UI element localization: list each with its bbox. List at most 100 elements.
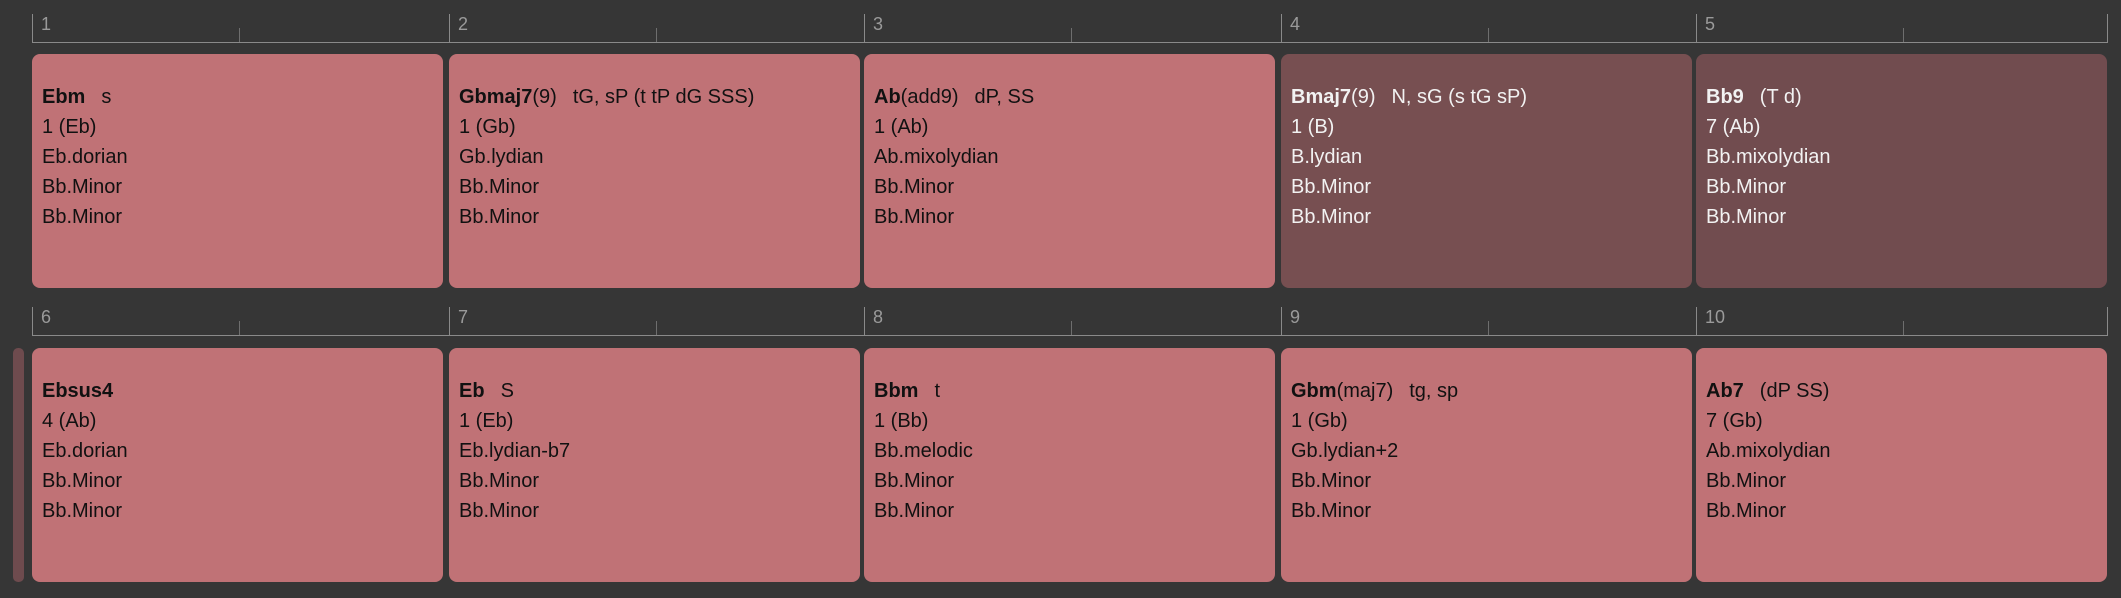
chord-extension: (add9) — [900, 86, 959, 108]
chord-card[interactable]: Bb9 (T d) 7 (Ab) Bb.mixolydian Bb.Minor B… — [1696, 54, 2107, 288]
bar-marker: 6 — [32, 307, 51, 335]
chord-card[interactable]: Gbm(maj7) tg, sp 1 (Gb) Gb.lydian+2 Bb.Mi… — [1281, 348, 1692, 582]
chord-function: s — [101, 86, 112, 108]
chord-key: Bb.Minor — [1706, 206, 1787, 228]
chord-degree: 1 (B) — [1291, 116, 1335, 138]
chord-degree: 7 (Ab) — [1706, 116, 1761, 138]
chord-scale: B.lydian — [1291, 146, 1363, 168]
beat-tick — [239, 28, 240, 42]
chord-scale: Bb.melodic — [874, 440, 973, 462]
chord-name: Eb — [459, 380, 485, 402]
beat-tick — [239, 321, 240, 335]
chord-key: Bb.Minor — [42, 176, 123, 198]
bar-marker: 10 — [1696, 307, 1725, 335]
bar-marker: 4 — [1281, 14, 1300, 42]
bar-ruler[interactable]: 1 2 3 4 5 — [32, 14, 2108, 43]
chord-title: Bbm t — [874, 376, 1275, 406]
chord-name: Gbm — [1291, 380, 1337, 402]
chord-degree: 1 (Eb) — [42, 116, 97, 138]
beat-tick — [1071, 321, 1072, 335]
chord-scale: Eb.lydian-b7 — [459, 440, 571, 462]
chord-title: Ab(add9) dP, SS — [874, 82, 1275, 112]
chord-key: Bb.Minor — [874, 206, 955, 228]
chord-degree: 1 (Eb) — [459, 410, 514, 432]
bar-marker: 7 — [449, 307, 468, 335]
chord-function: S — [500, 380, 514, 402]
chord-card[interactable]: Ab7 (dP SS) 7 (Gb) Ab.mixolydian Bb.Minor… — [1696, 348, 2107, 582]
chord-card[interactable]: Eb S 1 (Eb) Eb.lydian-b7 Bb.Minor Bb.Mino… — [449, 348, 860, 582]
chord-key: Bb.Minor — [1706, 500, 1787, 522]
chord-name: Bb9 — [1706, 86, 1744, 108]
chord-key: Bb.Minor — [42, 500, 123, 522]
chord-degree: 7 (Gb) — [1706, 410, 1763, 432]
chord-key: Bb.Minor — [1291, 176, 1372, 198]
chord-degree: 1 (Ab) — [874, 116, 929, 138]
chord-title: Eb S — [459, 376, 860, 406]
chord-scale: Gb.lydian — [459, 146, 544, 168]
chord-name: Ab — [874, 86, 901, 108]
chord-card[interactable]: Bmaj7(9) N, sG (s tG sP) 1 (B) B.lydian B… — [1281, 54, 1692, 288]
bar-marker: 8 — [864, 307, 883, 335]
bar-number: 4 — [1290, 14, 1301, 34]
chord-key: Bb.Minor — [1291, 206, 1372, 228]
chord-name: Bmaj7 — [1291, 86, 1352, 108]
chord-function: dP, SS — [974, 86, 1035, 108]
chord-key: Bb.Minor — [1706, 176, 1787, 198]
chord-scale: Ab.mixolydian — [1706, 440, 1831, 462]
bar-number: 7 — [458, 307, 469, 327]
chord-function: (dP SS) — [1759, 380, 1830, 402]
chord-key: Bb.Minor — [42, 470, 123, 492]
beat-tick — [656, 28, 657, 42]
chord-key: Bb.Minor — [874, 176, 955, 198]
beat-tick — [656, 321, 657, 335]
bar-number: 8 — [873, 307, 884, 327]
chord-card[interactable]: Bbm t 1 (Bb) Bb.melodic Bb.Minor Bb.Minor — [864, 348, 1275, 582]
chord-function: tG, sP (t tP dG SSS) — [572, 86, 755, 108]
chord-key: Bb.Minor — [1291, 500, 1372, 522]
chord-scale: Eb.dorian — [42, 440, 128, 462]
chord-extension: (maj7) — [1336, 380, 1394, 402]
chord-key: Bb.Minor — [1291, 470, 1372, 492]
chord-key: Bb.Minor — [459, 176, 540, 198]
bar-number: 1 — [41, 14, 52, 34]
chord-title: Ab7 (dP SS) — [1706, 376, 2107, 406]
chord-title: Bmaj7(9) N, sG (s tG sP) — [1291, 82, 1692, 112]
bar-marker: 9 — [1281, 307, 1300, 335]
bar-marker: 1 — [32, 14, 51, 42]
chord-title: Gbm(maj7) tg, sp — [1291, 376, 1692, 406]
chord-scale: Ab.mixolydian — [874, 146, 999, 168]
chord-function: (T d) — [1759, 86, 1802, 108]
chord-extension: (9) — [1351, 86, 1376, 108]
chord-name: Ebm — [42, 86, 86, 108]
chord-degree: 4 (Ab) — [42, 410, 97, 432]
chord-title: Bb9 (T d) — [1706, 82, 2107, 112]
bar-number: 10 — [1705, 307, 1726, 327]
chord-card[interactable]: Ab(add9) dP, SS 1 (Ab) Ab.mixolydian Bb.M… — [864, 54, 1275, 288]
beat-tick — [1903, 321, 1904, 335]
chord-degree: 1 (Gb) — [459, 116, 516, 138]
beat-tick — [1071, 28, 1072, 42]
bar-number: 3 — [873, 14, 884, 34]
chord-card[interactable]: Gbmaj7(9) tG, sP (t tP dG SSS) 1 (Gb) Gb.… — [449, 54, 860, 288]
chord-name: Bbm — [874, 380, 919, 402]
bar-ruler[interactable]: 6 7 8 9 10 — [32, 307, 2108, 336]
chord-key: Bb.Minor — [874, 500, 955, 522]
chord-title: Ebsus4 — [42, 376, 443, 406]
chord-key: Bb.Minor — [459, 206, 540, 228]
chord-function: t — [934, 380, 941, 402]
chord-key: Bb.Minor — [874, 470, 955, 492]
ruler-end-tick — [2107, 14, 2108, 42]
bar-marker: 2 — [449, 14, 468, 42]
chord-key: Bb.Minor — [1706, 470, 1787, 492]
chord-name: Gbmaj7 — [459, 86, 533, 108]
chord-card[interactable]: Ebsus4 4 (Ab) Eb.dorian Bb.Minor Bb.Mino… — [32, 348, 443, 582]
beat-tick — [1903, 28, 1904, 42]
chord-key: Bb.Minor — [42, 206, 123, 228]
chord-scale: Bb.mixolydian — [1706, 146, 1831, 168]
chord-extension: (9) — [532, 86, 557, 108]
row-scroll-handle[interactable] — [13, 348, 24, 582]
bar-number: 5 — [1705, 14, 1716, 34]
chord-card[interactable]: Ebm s 1 (Eb) Eb.dorian Bb.Minor Bb.Minor — [32, 54, 443, 288]
chord-scale: Gb.lydian+2 — [1291, 440, 1399, 462]
chord-degree: 1 (Bb) — [874, 410, 929, 432]
